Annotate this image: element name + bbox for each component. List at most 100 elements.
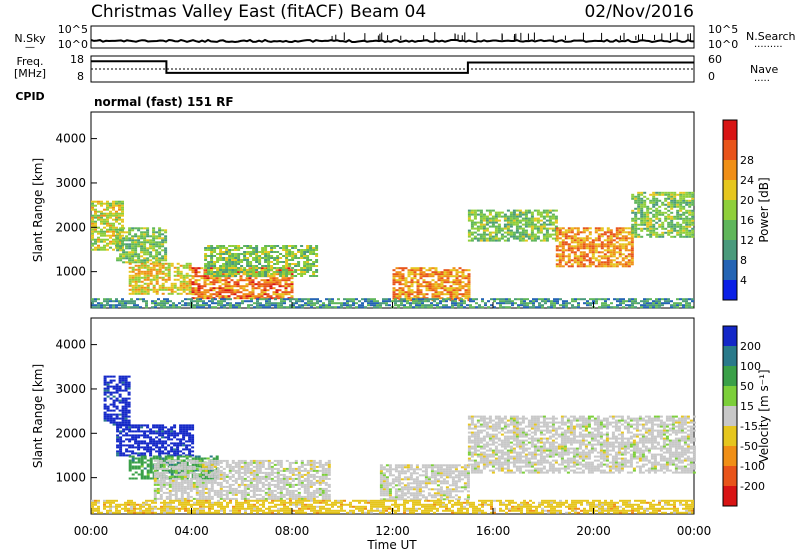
heatmap-cell (112, 204, 115, 207)
heatmap-cell (146, 253, 150, 256)
heatmap-cell (649, 221, 653, 224)
heatmap-cell (115, 421, 119, 424)
heatmap-cell (637, 209, 641, 212)
heatmap-cell (585, 253, 589, 256)
heatmap-cell (670, 195, 674, 198)
heatmap-cell (267, 465, 271, 468)
heatmap-cell (164, 280, 168, 283)
heatmap-cell (499, 298, 502, 301)
heatmap-cell (215, 281, 219, 284)
heatmap-cell (264, 487, 268, 490)
heatmap-cell (530, 229, 534, 232)
heatmap-cell (551, 229, 555, 232)
heatmap-cell (143, 442, 147, 445)
heatmap-cell (564, 235, 568, 238)
heatmap-cell (310, 304, 313, 307)
heatmap-cell (527, 237, 531, 240)
heatmap-cell (94, 204, 97, 207)
heatmap-cell (427, 306, 430, 309)
heatmap-cell (287, 293, 291, 296)
heatmap-cell (424, 304, 427, 307)
heatmap-cell (592, 300, 595, 303)
heatmap-cell (186, 485, 190, 488)
heatmap-cell (137, 473, 141, 476)
heatmap-cell (349, 306, 352, 309)
heatmap-cell (224, 295, 228, 298)
heatmap-cell (274, 306, 277, 309)
heatmap-cell (121, 206, 124, 209)
heatmap-cell (267, 257, 271, 259)
heatmap-cell (171, 459, 175, 462)
heatmap-cell (137, 255, 141, 258)
heatmap-cell (140, 231, 144, 234)
heatmap-cell (131, 249, 135, 252)
heatmap-cell (140, 442, 144, 445)
heatmap-cell (361, 298, 364, 301)
heatmap-cell (443, 275, 447, 278)
heatmap-cell (256, 300, 259, 303)
heatmap-cell (652, 227, 656, 230)
heatmap-cell (466, 304, 469, 307)
heatmap-cell (446, 273, 450, 276)
heatmap-cell (503, 227, 507, 230)
heatmap-cell (203, 295, 207, 298)
heatmap-cell (664, 219, 668, 222)
heatmap-cell (149, 446, 153, 449)
heatmap-cell (125, 450, 129, 453)
heatmap-cell (215, 277, 219, 280)
heatmap-cell (189, 479, 193, 482)
beam-label: Beam 04 (350, 2, 426, 22)
heatmap-cell (155, 272, 159, 275)
heatmap-cell (168, 495, 172, 498)
heatmap-cell (309, 245, 313, 247)
heatmap-cell (243, 251, 247, 253)
heatmap-cell (252, 259, 256, 261)
heatmap-cell (146, 465, 150, 468)
heatmap-cell (691, 227, 695, 230)
heatmap-cell (506, 215, 510, 218)
heatmap-cell (458, 283, 462, 286)
heatmap-cell (143, 436, 147, 439)
heatmap-cell (164, 274, 168, 277)
heatmap-cell (655, 193, 659, 196)
heatmap-cell (508, 300, 511, 303)
heatmap-cell (376, 304, 379, 307)
heatmap-cell (688, 217, 692, 220)
heatmap-cell (161, 272, 165, 275)
heatmap-cell (215, 287, 219, 290)
heatmap-cell (561, 253, 565, 256)
heatmap-cell (243, 253, 247, 255)
heatmap-cell (191, 289, 195, 292)
heatmap-cell (603, 249, 607, 252)
heatmap-cell (225, 463, 229, 466)
heatmap-cell (658, 217, 662, 220)
heatmap-cell (494, 231, 498, 234)
heatmap-cell (269, 283, 273, 286)
heatmap-cell (612, 247, 616, 250)
heatmap-cell (186, 473, 190, 476)
heatmap-cell (166, 300, 169, 303)
heatmap-cell (340, 304, 343, 307)
heatmap-cell (258, 463, 262, 466)
heatmap-cell (470, 231, 474, 234)
heatmap-cell (176, 455, 180, 458)
heatmap-cell (187, 302, 190, 305)
heatmap-cell (165, 487, 169, 490)
heatmap-cell (149, 436, 153, 439)
heatmap-cell (137, 264, 141, 267)
heatmap-cell (410, 267, 414, 270)
heatmap-cell (222, 493, 226, 496)
heatmap-cell (288, 253, 292, 255)
heatmap-cell (646, 304, 649, 307)
heatmap-cell (194, 465, 198, 468)
heatmap-cell (661, 193, 665, 196)
heatmap-cell (285, 245, 289, 247)
heatmap-cell (594, 247, 598, 250)
heatmap-cell (588, 241, 592, 244)
heatmap-cell (264, 271, 268, 273)
heatmap-cell (122, 239, 126, 242)
heatmap-cell (237, 459, 241, 462)
heatmap-cell (152, 268, 156, 271)
heatmap-cell (446, 281, 450, 284)
heatmap-cell (322, 304, 325, 307)
